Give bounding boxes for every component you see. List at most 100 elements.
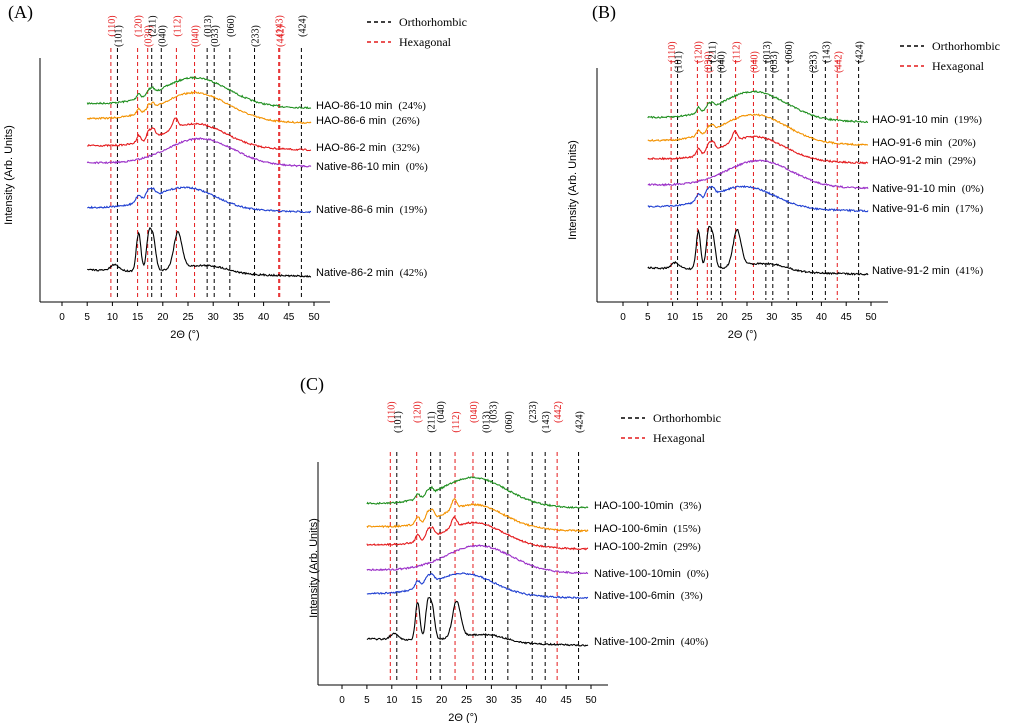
peak-label: (424) [297,15,308,37]
legend-label: Hexagonal [653,431,706,445]
peak-label: (033) [488,401,499,423]
peak-label: (060) [226,15,237,37]
series-name: HAO-91-2 min [872,155,942,167]
series-crystallinity: (0%) [962,183,984,195]
series-line [366,476,589,509]
peak-label: (101) [674,51,685,73]
series-crystallinity: (40%) [681,636,709,648]
x-tick-label: 20 [157,312,169,323]
x-tick-label: 45 [561,695,573,706]
x-tick-label: 35 [233,312,245,323]
panel-label: (C) [300,374,324,395]
series-name: Native-100-2min [594,636,675,648]
series-crystallinity: (24%) [398,100,426,112]
y-axis-label: Intensity (Arb. Units) [567,140,579,240]
series-label: Native-86-2 min (42%) [316,267,427,279]
panel-label: (A) [8,2,33,23]
x-tick-label: 50 [865,312,877,323]
y-axis-label: Intensity (Arb. Units) [308,518,320,618]
peak-label: (211) [148,15,159,36]
series-crystallinity: (42%) [400,267,428,279]
series-line [86,90,312,125]
chart-panel-1: (A) 0 5 10 15 20 25 30 35 40 45 50 2Θ (°) Intensity (… [3,2,467,341]
legend-label: Hexagonal [399,35,452,49]
peak-label: (013) [481,411,492,433]
series-label: HAO-86-10 min (24%) [316,100,426,112]
series-crystallinity: (15%) [673,523,701,535]
series-crystallinity: (26%) [392,115,420,127]
series-crystallinity: (29%) [948,155,976,167]
series-label: Native-91-10 min (0%) [872,183,984,195]
peak-label: (143) [541,411,552,433]
series-line [86,137,312,168]
series-name: HAO-86-6 min [316,115,386,127]
peak-label: (112) [451,411,462,432]
series-line [647,113,869,147]
series-line [87,117,312,152]
peak-label: (211) [427,411,438,432]
series-line [647,90,869,124]
series-crystallinity: (19%) [954,114,982,126]
peak-label: (033) [769,51,780,73]
series-label: HAO-91-2 min (29%) [872,155,976,167]
series-line [366,596,589,647]
series-name: Native-91-6 min [872,203,950,215]
series-line [647,159,869,190]
peak-label: (060) [784,41,795,63]
peak-label: (233) [528,401,539,423]
x-tick-label: 35 [791,312,803,323]
peak-label: (120) [413,401,424,423]
series-line [86,75,312,110]
series-line [366,497,589,533]
x-axis-label: 2Θ (°) [728,329,757,341]
x-tick-label: 25 [741,312,753,323]
peak-label: (040) [157,25,168,47]
peak-label: (233) [808,51,819,73]
peak-label: (442) [276,25,287,47]
series-name: HAO-91-10 min [872,114,948,126]
x-tick-label: 5 [364,695,370,706]
peak-label: (040) [469,401,480,423]
peak-label: (110) [386,401,397,422]
x-tick-label: 25 [461,695,473,706]
series-crystallinity: (0%) [406,161,428,173]
legend-label: Orthorhombic [399,15,467,29]
peak-label: (013) [762,41,773,63]
x-tick-label: 25 [182,312,194,323]
series-crystallinity: (3%) [681,590,703,602]
peak-label: (424) [575,411,586,433]
series-crystallinity: (32%) [392,142,420,154]
x-tick-label: 50 [585,695,597,706]
x-tick-label: 40 [816,312,828,323]
series-label: Native-86-6 min (19%) [316,204,427,216]
x-tick-label: 10 [386,695,398,706]
series-label: Native-86-10 min (0%) [316,161,428,173]
peak-label: (101) [393,411,404,433]
series-label: HAO-86-6 min (26%) [316,115,420,127]
peak-label: (424) [855,41,866,63]
series-label: Native-91-2 min (41%) [872,265,983,277]
peak-label: (040) [436,401,447,423]
series-label: HAO-100-6min (15%) [594,523,701,535]
series-line [647,129,869,165]
peak-label: (143) [275,15,286,37]
peak-label: (040) [749,51,760,73]
series-name: Native-86-2 min [316,267,394,279]
x-tick-label: 15 [411,695,423,706]
peak-label: (211) [707,41,718,62]
series-name: HAO-100-6min [594,523,667,535]
x-tick-label: 0 [339,695,345,706]
peak-label: (060) [504,411,515,433]
peak-label: (101) [113,25,124,47]
series-name: HAO-91-6 min [872,137,942,149]
series-line [366,515,589,551]
series-crystallinity: (0%) [687,568,709,580]
peak-label: (143) [821,41,832,63]
series-label: HAO-100-10min (3%) [594,500,702,512]
series-line [366,544,589,575]
x-axis-label: 2Θ (°) [448,712,477,723]
x-tick-label: 45 [841,312,853,323]
x-tick-label: 40 [258,312,270,323]
series-crystallinity: (3%) [679,500,701,512]
